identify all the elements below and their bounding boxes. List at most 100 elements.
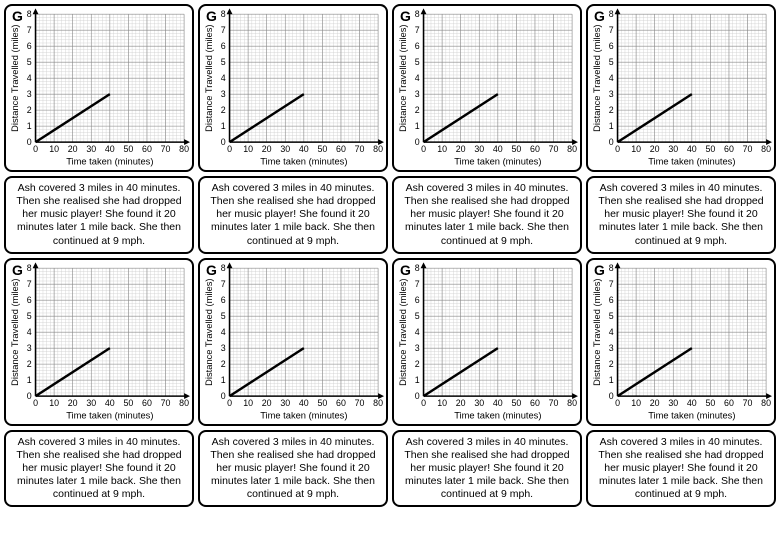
- chart-letter: G: [594, 8, 605, 24]
- svg-text:0: 0: [421, 398, 426, 408]
- svg-text:Distance Travelled (miles): Distance Travelled (miles): [398, 25, 408, 132]
- caption-line: Then she realised she had dropped: [202, 195, 384, 208]
- svg-text:5: 5: [221, 57, 226, 67]
- caption-line: Then she realised she had dropped: [8, 449, 190, 462]
- svg-text:70: 70: [549, 144, 559, 154]
- svg-text:5: 5: [27, 311, 32, 321]
- svg-text:0: 0: [615, 144, 620, 154]
- caption-line: minutes later 1 mile back. She then: [396, 475, 578, 488]
- caption-line: continued at 9 mph.: [396, 235, 578, 248]
- svg-text:5: 5: [609, 57, 614, 67]
- svg-text:1: 1: [27, 375, 32, 385]
- svg-text:4: 4: [415, 327, 420, 337]
- caption-line: continued at 9 mph.: [590, 488, 772, 501]
- svg-text:70: 70: [743, 144, 753, 154]
- caption-line: Ash covered 3 miles in 40 minutes.: [396, 436, 578, 449]
- caption-line: continued at 9 mph.: [8, 488, 190, 501]
- svg-text:2: 2: [27, 359, 32, 369]
- svg-text:50: 50: [317, 398, 327, 408]
- caption-line: Then she realised she had dropped: [202, 449, 384, 462]
- svg-text:50: 50: [705, 398, 715, 408]
- svg-text:0: 0: [221, 137, 226, 147]
- svg-text:70: 70: [161, 144, 171, 154]
- svg-text:0: 0: [33, 144, 38, 154]
- svg-text:0: 0: [415, 391, 420, 401]
- svg-text:6: 6: [415, 295, 420, 305]
- svg-text:80: 80: [179, 144, 189, 154]
- distance-time-chart: 01020304050607080012345678Time taken (mi…: [396, 262, 578, 422]
- distance-time-chart: 01020304050607080012345678Time taken (mi…: [202, 8, 384, 168]
- svg-text:1: 1: [415, 375, 420, 385]
- svg-text:4: 4: [415, 73, 420, 83]
- caption-panel: Ash covered 3 miles in 40 minutes.Then s…: [392, 430, 582, 508]
- chart-panel: 01020304050607080012345678Time taken (mi…: [4, 258, 194, 426]
- svg-text:1: 1: [609, 375, 614, 385]
- svg-text:60: 60: [336, 398, 346, 408]
- svg-text:4: 4: [609, 327, 614, 337]
- svg-text:70: 70: [743, 398, 753, 408]
- svg-text:4: 4: [27, 73, 32, 83]
- svg-text:3: 3: [415, 89, 420, 99]
- distance-time-chart: 01020304050607080012345678Time taken (mi…: [396, 8, 578, 168]
- svg-text:Distance Travelled (miles): Distance Travelled (miles): [592, 278, 602, 385]
- svg-text:0: 0: [227, 398, 232, 408]
- svg-text:60: 60: [142, 144, 152, 154]
- svg-text:8: 8: [221, 263, 226, 273]
- svg-text:0: 0: [27, 391, 32, 401]
- svg-text:40: 40: [105, 398, 115, 408]
- caption-line: minutes later 1 mile back. She then: [8, 475, 190, 488]
- caption-line: her music player! She found it 20: [396, 462, 578, 475]
- svg-text:4: 4: [609, 73, 614, 83]
- svg-text:80: 80: [179, 398, 189, 408]
- svg-text:8: 8: [415, 9, 420, 19]
- svg-text:7: 7: [415, 25, 420, 35]
- svg-text:Time taken (minutes): Time taken (minutes): [648, 410, 735, 420]
- caption-line: her music player! She found it 20: [202, 208, 384, 221]
- svg-text:0: 0: [27, 137, 32, 147]
- svg-text:Time taken (minutes): Time taken (minutes): [454, 157, 541, 167]
- distance-time-chart: 01020304050607080012345678Time taken (mi…: [590, 8, 772, 168]
- svg-text:8: 8: [415, 263, 420, 273]
- svg-text:3: 3: [609, 89, 614, 99]
- caption-line: Ash covered 3 miles in 40 minutes.: [202, 182, 384, 195]
- svg-text:Distance Travelled (miles): Distance Travelled (miles): [10, 278, 20, 385]
- caption-line: her music player! She found it 20: [202, 462, 384, 475]
- svg-text:70: 70: [549, 398, 559, 408]
- chart-letter: G: [594, 262, 605, 278]
- svg-text:8: 8: [609, 9, 614, 19]
- caption-line: minutes later 1 mile back. She then: [202, 221, 384, 234]
- svg-text:6: 6: [415, 41, 420, 51]
- svg-text:Distance Travelled (miles): Distance Travelled (miles): [10, 25, 20, 132]
- svg-text:30: 30: [86, 144, 96, 154]
- caption-panel: Ash covered 3 miles in 40 minutes.Then s…: [586, 430, 776, 508]
- svg-text:80: 80: [373, 144, 383, 154]
- chart-letter: G: [400, 8, 411, 24]
- caption-panel: Ash covered 3 miles in 40 minutes.Then s…: [4, 430, 194, 508]
- svg-text:2: 2: [415, 359, 420, 369]
- distance-time-chart: 01020304050607080012345678Time taken (mi…: [202, 262, 384, 422]
- caption-line: Then she realised she had dropped: [396, 449, 578, 462]
- caption-line: minutes later 1 mile back. She then: [590, 221, 772, 234]
- svg-text:3: 3: [27, 89, 32, 99]
- svg-text:10: 10: [243, 398, 253, 408]
- svg-text:0: 0: [615, 398, 620, 408]
- svg-text:20: 20: [650, 398, 660, 408]
- svg-text:10: 10: [49, 144, 59, 154]
- svg-text:7: 7: [609, 279, 614, 289]
- svg-text:Time taken (minutes): Time taken (minutes): [648, 157, 735, 167]
- svg-text:5: 5: [27, 57, 32, 67]
- caption-line: Ash covered 3 miles in 40 minutes.: [590, 436, 772, 449]
- svg-text:2: 2: [609, 359, 614, 369]
- svg-text:1: 1: [415, 121, 420, 131]
- svg-text:7: 7: [221, 25, 226, 35]
- svg-text:Distance Travelled (miles): Distance Travelled (miles): [398, 278, 408, 385]
- svg-text:5: 5: [415, 311, 420, 321]
- svg-text:2: 2: [609, 105, 614, 115]
- caption-line: Ash covered 3 miles in 40 minutes.: [8, 182, 190, 195]
- svg-text:6: 6: [609, 41, 614, 51]
- svg-text:20: 20: [456, 398, 466, 408]
- svg-text:10: 10: [243, 144, 253, 154]
- chart-letter: G: [400, 262, 411, 278]
- svg-text:0: 0: [609, 137, 614, 147]
- svg-text:60: 60: [724, 398, 734, 408]
